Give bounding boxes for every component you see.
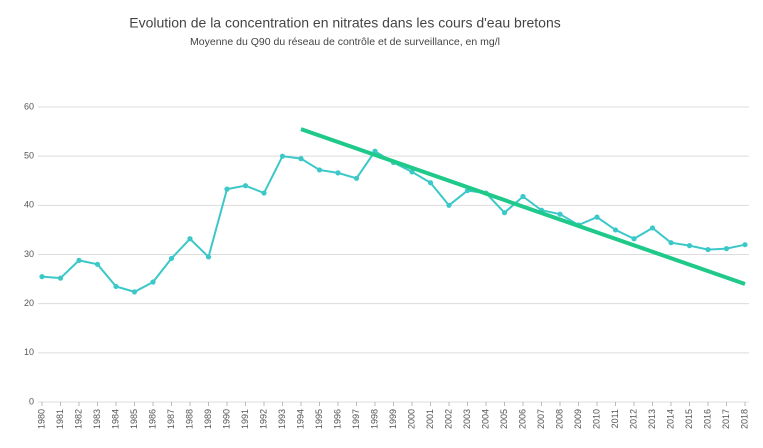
series-line — [41, 149, 746, 293]
data-point — [686, 243, 693, 249]
x-tick-label: 2017 — [721, 409, 731, 429]
x-tick-label: 2002 — [443, 409, 453, 429]
data-point — [520, 193, 526, 200]
x-tick-label: 1988 — [184, 409, 194, 429]
data-point — [705, 246, 711, 253]
x-tick-label: 1994 — [295, 409, 305, 429]
data-point — [113, 283, 119, 290]
x-tick-label: 1992 — [258, 409, 268, 429]
data-point — [76, 257, 82, 263]
x-tick-label: 1982 — [73, 409, 83, 429]
x-tick-label: 2016 — [702, 409, 712, 429]
data-point — [612, 227, 619, 233]
x-tick-label: 2015 — [684, 409, 694, 429]
data-point — [557, 211, 563, 217]
data-point — [427, 180, 434, 186]
x-tick-label: 2007 — [536, 409, 546, 429]
x-tick-label: 2000 — [406, 409, 416, 429]
data-point — [57, 275, 64, 281]
y-tick-label: 50 — [24, 151, 34, 161]
data-point — [501, 210, 508, 216]
x-tick-label: 1998 — [369, 409, 379, 429]
x-tick-label: 2005 — [499, 409, 509, 429]
data-point — [298, 156, 304, 162]
data-point — [150, 279, 156, 285]
data-point — [261, 190, 267, 196]
x-tick-label: 2011 — [610, 409, 620, 428]
chart-subtitle: Moyenne du Q90 du réseau de contrôle et … — [190, 36, 500, 48]
x-tick-label: 1993 — [277, 409, 287, 429]
data-point — [279, 153, 286, 159]
data-point — [242, 183, 249, 189]
x-tick-label: 1986 — [147, 409, 157, 429]
data-point — [94, 261, 101, 267]
y-tick-label: 0 — [29, 396, 34, 406]
x-tick-label: 1995 — [314, 409, 324, 429]
data-point — [446, 202, 452, 208]
x-tick-label: 2013 — [647, 409, 657, 429]
data-point — [668, 240, 674, 246]
series-line — [300, 127, 746, 286]
data-point — [723, 246, 730, 252]
x-tick-label: 2009 — [573, 409, 583, 429]
x-tick-label: 1985 — [129, 409, 139, 429]
x-tick-label: 2001 — [425, 409, 435, 429]
data-point — [168, 255, 175, 262]
y-tick-label: 10 — [24, 347, 34, 357]
x-tick-label: 1996 — [332, 409, 342, 429]
x-tick-label: 1984 — [110, 409, 120, 429]
x-tick-label: 2004 — [480, 409, 490, 429]
data-point — [131, 289, 138, 295]
x-tick-label: 1990 — [221, 409, 231, 429]
x-tick-label: 2008 — [554, 409, 564, 429]
data-point — [316, 167, 323, 173]
y-tick-label: 20 — [24, 298, 34, 308]
x-tick-label: 1997 — [351, 409, 361, 429]
data-point — [409, 169, 415, 175]
data-point — [353, 175, 360, 181]
x-tick-label: 2010 — [591, 409, 601, 429]
y-tick-label: 30 — [24, 249, 34, 259]
data-point — [187, 236, 193, 242]
x-tick-label: 2003 — [462, 409, 472, 429]
x-tick-label: 1991 — [240, 409, 250, 429]
x-tick-label: 1989 — [203, 409, 213, 429]
x-tick-label: 2006 — [517, 409, 527, 429]
data-point — [742, 242, 748, 248]
y-tick-label: 40 — [24, 200, 34, 210]
chart-title: Evolution de la concentration en nitrate… — [129, 15, 561, 31]
x-tick-label: 1980 — [36, 409, 46, 429]
data-point — [631, 236, 637, 242]
x-tick-label: 1987 — [166, 409, 176, 429]
x-tick-label: 2018 — [739, 409, 749, 429]
data-point — [39, 274, 45, 280]
data-point — [649, 225, 656, 231]
x-tick-label: 1999 — [388, 409, 398, 429]
data-point — [224, 186, 230, 192]
x-tick-label: 2014 — [665, 409, 675, 429]
data-point — [335, 170, 341, 176]
x-tick-label: 1981 — [55, 409, 65, 429]
data-point — [205, 254, 212, 260]
x-tick-label: 1983 — [92, 409, 102, 429]
data-point — [594, 214, 600, 220]
y-tick-label: 60 — [24, 101, 34, 111]
x-tick-label: 2012 — [628, 409, 638, 429]
